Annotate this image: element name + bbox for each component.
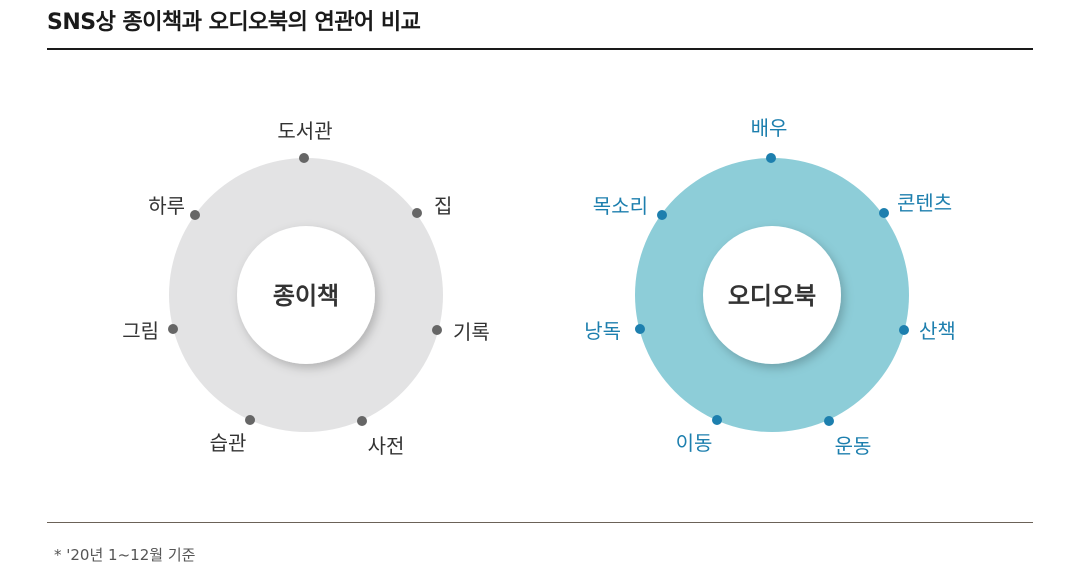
keyword-dot	[635, 324, 645, 334]
keyword-dot	[432, 325, 442, 335]
keyword-label: 산책	[919, 319, 956, 343]
keyword-dot	[168, 324, 178, 334]
keyword-dot	[357, 416, 367, 426]
audiobook-diagram: 오디오북 배우 콘텐츠 산책 운동 이동 낭독 목소리	[584, 116, 956, 458]
keyword-label: 도서관	[277, 119, 332, 143]
keyword-label: 사전	[368, 434, 405, 458]
keyword-label: 하루	[148, 194, 185, 218]
keyword-dot	[190, 210, 200, 220]
keyword-dot	[245, 415, 255, 425]
paper-book-center	[237, 226, 375, 364]
keyword-label: 배우	[751, 116, 788, 140]
keyword-dot	[299, 153, 309, 163]
footer-divider	[47, 522, 1033, 523]
audiobook-center	[703, 226, 841, 364]
keyword-label: 습관	[210, 431, 247, 455]
keyword-label: 운동	[835, 434, 872, 458]
keyword-label: 목소리	[593, 194, 648, 218]
keyword-dot	[899, 325, 909, 335]
title-divider	[47, 48, 1033, 50]
keyword-label: 기록	[453, 320, 490, 344]
keyword-label: 낭독	[584, 319, 621, 343]
keyword-dot	[766, 153, 776, 163]
keyword-label: 콘텐츠	[897, 191, 952, 215]
audiobook-center-label: 오디오북	[728, 282, 816, 310]
keyword-label: 집	[434, 194, 452, 218]
keyword-dot	[824, 416, 834, 426]
paper-book-center-label: 종이책	[273, 282, 339, 310]
page-title: SNS상 종이책과 오디오북의 연관어 비교	[47, 10, 421, 35]
footnote: * '20년 1~12월 기준	[54, 546, 196, 564]
keyword-dot	[879, 208, 889, 218]
keyword-label: 그림	[122, 319, 159, 343]
keyword-dot	[712, 415, 722, 425]
paper-book-diagram: 종이책 도서관 집 기록 사전 습관 그림 하루	[122, 119, 490, 458]
keyword-dot	[657, 210, 667, 220]
keyword-label: 이동	[676, 431, 713, 455]
keyword-dot	[412, 208, 422, 218]
